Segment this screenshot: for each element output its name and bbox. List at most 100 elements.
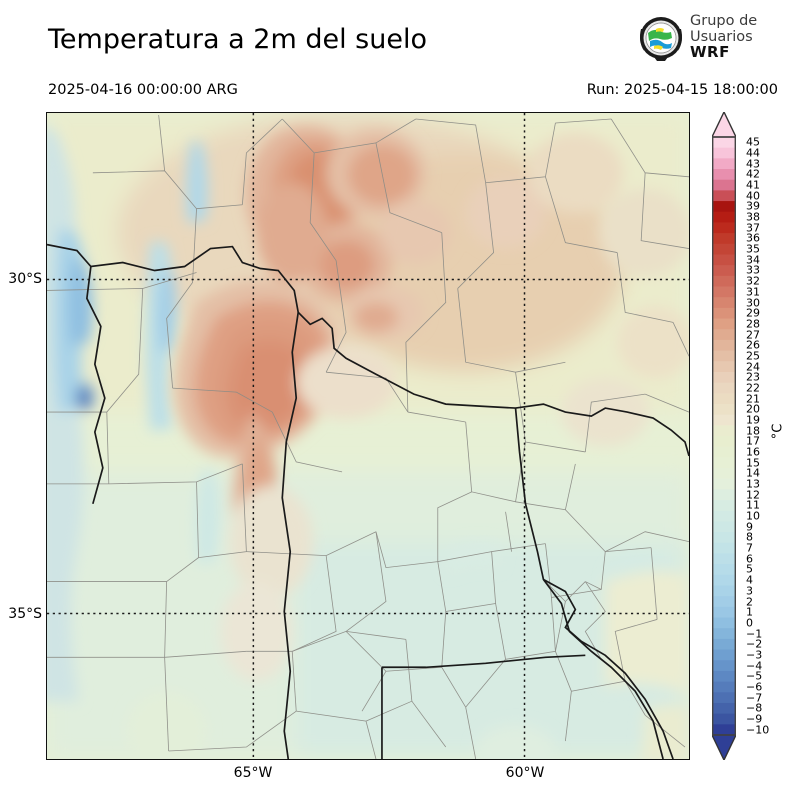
valid-time-label: 2025-04-16 00:00:00 ARG [48,82,238,98]
colorbar-tick-label: 45 [746,135,760,149]
colorbar-tick-label: 32 [746,274,760,288]
colorbar-tick-label: 36 [746,231,760,245]
colorbar-tick-label: 35 [746,242,760,256]
colorbar-tick-label: 26 [746,338,760,352]
colorbar-tick-label: 37 [746,221,760,235]
colorbar-band [712,478,736,490]
colorbar-band [712,628,736,640]
map-plot-area[interactable] [46,112,690,760]
logo-text: Grupo de Usuarios WRF [690,13,758,61]
colorbar-tick-label: 43 [746,157,760,171]
colorbar-band [712,201,736,213]
colorbar-band [712,265,736,277]
colorbar-tick-label: 23 [746,370,760,384]
colorbar-band [712,286,736,298]
colorbar-tick-label: 10 [746,509,760,523]
lat-tick-35s: 35°S [8,606,42,622]
colorbar-unit-label: °C [770,423,786,440]
colorbar-tick-label: 18 [746,424,760,438]
colorbar-tick-label: 4 [746,573,753,587]
colorbar-band [712,329,736,341]
logo-line-1: Grupo de [690,13,758,29]
colorbar-band [712,425,736,437]
colorbar-band [712,254,736,266]
colorbar-tick-label: 41 [746,178,760,192]
globe-emblem-icon [640,17,682,61]
colorbar-tick-label: −7 [746,691,763,705]
colorbar-band [712,702,736,715]
colorbar-tick-label: −8 [746,701,763,715]
colorbar-tick-label: −4 [746,659,763,673]
colorbar-band [712,500,736,512]
lon-tick-60w: 60°W [505,765,545,781]
colorbar-band [712,649,736,661]
colorbar-tick-label: 15 [746,456,760,470]
colorbar-band [712,211,736,224]
colorbar-band [712,660,736,672]
logo: Grupo de Usuarios WRF [636,13,796,68]
colorbar-tick-label: 12 [746,488,760,502]
colorbar-band [712,393,736,405]
colorbar-outline [712,136,736,736]
colorbar-tick-label: 40 [746,189,760,203]
colorbar-tick-label: 1 [746,605,753,619]
colorbar-tick-label: 3 [746,584,753,598]
colorbar-tick-label: 11 [746,498,760,512]
colorbar-tick-label: 25 [746,349,760,363]
colorbar-band [712,670,736,683]
colorbar-tick-label: 39 [746,199,760,213]
colorbar-tick-label: 44 [746,146,760,160]
colorbar-band [712,297,736,309]
colorbar-tick-label: −1 [746,627,763,641]
colorbar-band [712,638,736,651]
run-time-label: Run: 2025-04-15 18:00:00 [586,82,778,98]
colorbar-band [712,692,736,704]
colorbar-band [712,510,736,523]
colorbar-band [712,446,736,458]
colorbar-tick-label: 5 [746,562,753,576]
colorbar-tick-label: 20 [746,402,760,416]
colorbar-tick-label: 16 [746,445,760,459]
colorbar-band [712,414,736,426]
colorbar-tick-label: −2 [746,637,763,651]
lon-tick-65w: 65°W [233,765,273,781]
colorbar-band [712,553,736,565]
colorbar-band [712,158,736,170]
colorbar-tick-label: 17 [746,434,760,448]
colorbar-extend-min [712,734,736,760]
logo-line-2: Usuarios [690,28,753,45]
colorbar-tick-label: 8 [746,530,753,544]
colorbar[interactable]: 45 44 43 42 41 40 39 38 37 36 35 34 33 32 31 30 29 28 27 26… [712,112,769,760]
colorbar-band [712,318,736,330]
colorbar-band [712,681,736,693]
lat-tick-30s: 30°S [8,271,42,287]
colorbar-tick-label: 27 [746,328,760,342]
colorbar-tick-label: 6 [746,552,753,566]
colorbar-band [712,532,736,544]
colorbar-tick-label: −9 [746,712,763,726]
colorbar-band [712,179,736,191]
colorbar-band [712,190,736,202]
colorbar-band [712,489,736,501]
colorbar-gradient [712,112,736,760]
temperature-field [47,113,689,759]
colorbar-band [712,585,736,597]
colorbar-band [712,371,736,384]
colorbar-band [712,724,736,736]
colorbar-tick-label: −10 [746,723,770,737]
colorbar-tick-label: 24 [746,360,760,374]
colorbar-band [712,169,736,181]
colorbar-tick-label: 13 [746,477,760,491]
colorbar-band [712,564,736,576]
colorbar-tick-label: 33 [746,263,760,277]
colorbar-tick-label: −3 [746,648,763,662]
colorbar-band [712,382,736,394]
colorbar-band [712,457,736,469]
colorbar-tick-label: 42 [746,167,760,181]
colorbar-band [712,243,736,256]
colorbar-band [712,542,736,555]
colorbar-band [712,307,736,320]
colorbar-tick-label: 9 [746,520,753,534]
colorbar-tick-label: 0 [746,616,753,630]
colorbar-tick-label: 30 [746,296,760,310]
